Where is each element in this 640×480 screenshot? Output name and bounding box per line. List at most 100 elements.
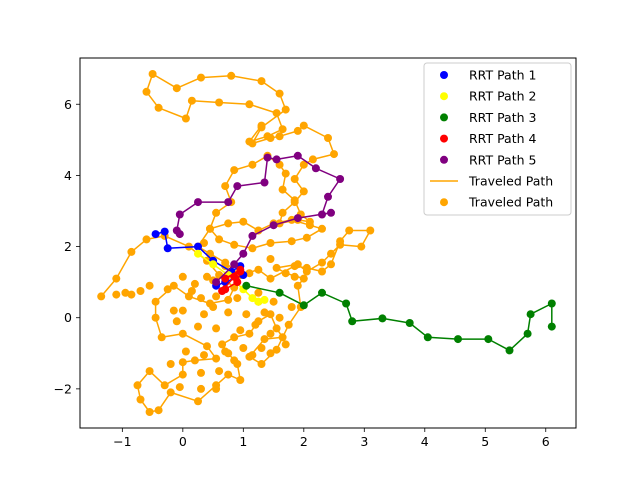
data-point (221, 182, 230, 191)
data-point (245, 329, 254, 338)
data-point (293, 126, 302, 135)
data-point (248, 244, 257, 253)
data-point (302, 233, 311, 242)
data-point (290, 272, 299, 281)
data-point (239, 344, 248, 352)
axes-frame (79, 57, 577, 429)
data-point (224, 295, 233, 304)
data-point (142, 87, 151, 96)
data-point (230, 333, 239, 342)
legend-item: RRT Path 3 (440, 110, 536, 125)
data-point (257, 121, 266, 130)
data-point (281, 340, 290, 349)
data-point (178, 272, 187, 281)
legend-item: RRT Path 4 (440, 131, 537, 146)
data-point (197, 73, 205, 82)
data-point (327, 208, 335, 217)
x-tick-label: 4 (421, 434, 429, 449)
data-point (345, 226, 354, 235)
legend-marker-swatch (440, 113, 448, 122)
data-point (194, 242, 202, 251)
data-point (290, 198, 299, 207)
data-point (236, 376, 245, 384)
data-point (299, 187, 308, 196)
data-point (302, 263, 311, 272)
data-point (236, 326, 245, 335)
data-point (299, 274, 308, 283)
data-point (212, 208, 221, 217)
y-tick-label: 0 (64, 310, 72, 325)
data-point (248, 351, 257, 360)
data-point (233, 294, 242, 303)
y-tick-label: −2 (54, 381, 72, 396)
data-point (233, 278, 242, 287)
data-point (242, 310, 251, 319)
data-point (324, 192, 332, 201)
data-point (181, 347, 190, 356)
data-point (263, 153, 272, 162)
data-point (245, 137, 254, 146)
data-point (257, 344, 266, 352)
data-point (251, 320, 260, 329)
data-point (145, 281, 154, 290)
data-point (163, 285, 172, 294)
y-tick-label: 6 (64, 97, 72, 112)
x-tick-label: 6 (542, 434, 550, 449)
data-point (293, 281, 302, 290)
data-point (166, 360, 175, 368)
data-point (260, 178, 269, 187)
data-point (178, 358, 187, 367)
data-point (505, 346, 514, 355)
data-point (172, 317, 181, 326)
data-point (197, 294, 205, 303)
data-point (142, 235, 151, 244)
legend-label: RRT Path 1 (469, 68, 536, 83)
data-point (200, 239, 208, 247)
data-point (281, 269, 290, 278)
data-point (318, 258, 326, 267)
data-point (209, 260, 218, 269)
data-point (194, 322, 202, 331)
data-point (278, 208, 287, 217)
data-point (239, 249, 248, 258)
data-point (215, 235, 224, 244)
data-point (278, 333, 287, 342)
x-tick-label: 3 (360, 434, 368, 449)
data-point (357, 242, 366, 251)
data-point (405, 319, 414, 327)
data-point (318, 224, 326, 233)
data-point (342, 299, 351, 308)
x-axis: −1 0 1 2 3 4 5 6 (113, 428, 550, 449)
data-point (366, 226, 375, 235)
data-point (224, 370, 233, 379)
legend-label: RRT Path 5 (469, 152, 536, 167)
data-point (230, 166, 239, 175)
data-point (327, 249, 335, 258)
legend-item: RRT Path 5 (440, 152, 536, 167)
data-point (266, 349, 275, 358)
data-point (278, 125, 287, 134)
data-point (245, 100, 254, 109)
data-point (348, 317, 357, 326)
data-point (263, 132, 272, 141)
data-point (203, 272, 211, 281)
y-tick-label: 2 (64, 239, 72, 254)
data-point (526, 310, 535, 319)
data-point (206, 224, 214, 233)
data-point (212, 278, 221, 287)
data-point (233, 182, 242, 191)
data-point (212, 324, 221, 333)
data-point (203, 342, 211, 351)
data-point (272, 109, 281, 118)
data-point (547, 322, 556, 331)
data-point (178, 329, 187, 338)
data-point (221, 347, 230, 356)
data-point (290, 175, 299, 183)
data-point (148, 70, 157, 78)
data-point (318, 210, 326, 219)
data-point (254, 265, 263, 274)
data-point (290, 262, 299, 271)
data-point (336, 237, 345, 246)
data-point (112, 290, 121, 299)
